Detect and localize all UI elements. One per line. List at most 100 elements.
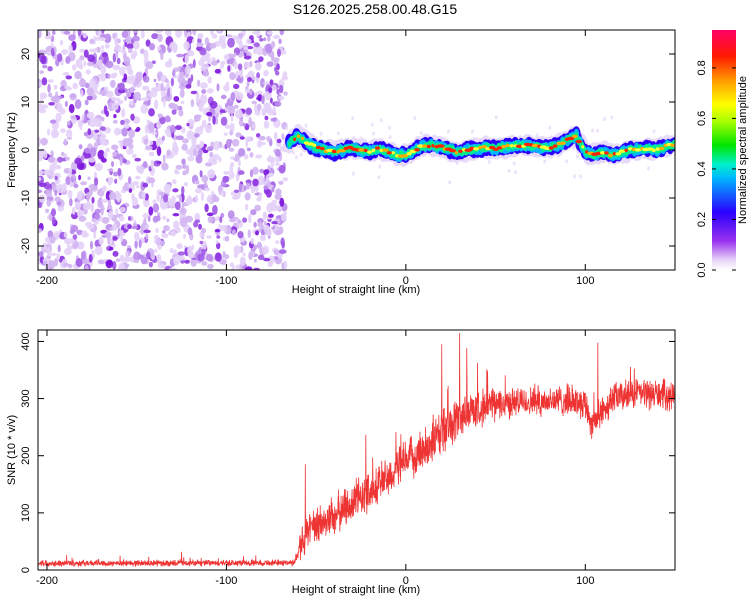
spectrogram-noise-blob	[117, 168, 122, 177]
spectrogram-noise-blob	[231, 264, 235, 270]
spectrogram-track-hotspot	[293, 137, 297, 141]
spectrogram-noise-blob	[258, 56, 264, 62]
spectrogram-noise-blob	[232, 138, 240, 147]
spectrogram-noise-blob	[237, 159, 241, 167]
spectrogram-noise-blob	[268, 255, 275, 265]
spectrogram-noise-blob	[267, 172, 274, 177]
spectrogram-noise-blob	[200, 191, 204, 201]
spectrogram-noise-blob	[206, 111, 213, 117]
spectrogram-x-tick-label: -100	[215, 275, 237, 287]
spectrogram-noise-blob	[206, 146, 214, 152]
spectrogram-noise-blob	[151, 87, 158, 98]
spectrogram-noise-blob	[73, 183, 79, 189]
spectrogram-noise-blob	[116, 97, 121, 103]
spectrogram-noise-blob	[55, 112, 62, 123]
spectrogram-noise-blob	[80, 154, 85, 162]
spectrogram-track-hotspot	[296, 134, 301, 138]
spectrogram-noise-blob	[260, 234, 266, 242]
spectrogram-noise-blob	[133, 30, 139, 33]
spectrogram-noise-blob	[151, 33, 159, 40]
spectrogram-noise-blob	[257, 136, 266, 140]
snr-y-tick-label: 400	[20, 332, 32, 350]
spectrogram-track-hotspot	[371, 148, 376, 152]
spectrogram-noise-blob	[246, 80, 250, 87]
spectrogram-noise-blob	[255, 62, 261, 70]
spectrogram-noise-blob	[207, 57, 211, 66]
spectrogram-noise-blob	[93, 48, 98, 52]
spectrogram-noise-blob	[144, 145, 153, 151]
spectrogram-noise-blob	[225, 235, 230, 242]
spectrogram-noise-blob	[271, 199, 278, 204]
spectrogram-noise-blob	[161, 135, 165, 142]
spectrogram-noise-blob	[197, 33, 204, 40]
spectrogram-noise-blob	[181, 203, 185, 213]
spectrogram-noise-blob	[178, 85, 184, 89]
spectrogram-noise-blob	[206, 88, 214, 94]
spectrogram-noise-blob	[265, 189, 272, 198]
spectrogram-noise-blob	[248, 251, 253, 260]
spectrogram-track-hotspot	[628, 147, 633, 151]
spectrogram-noise-blob	[194, 114, 202, 119]
spectrogram-track-hotspot	[634, 148, 642, 152]
spectrogram-noise-blob	[283, 91, 288, 96]
spectrogram-noise-blob	[210, 30, 214, 36]
spectrogram-noise-blob	[49, 252, 57, 257]
spectrogram-noise-blob	[232, 35, 237, 40]
spectrogram-noise-blob	[99, 89, 107, 96]
spectrogram-noise-blob	[112, 119, 118, 124]
spectrogram-noise-blob	[60, 151, 65, 157]
spectrogram-noise-blob	[86, 95, 93, 101]
spectrogram-noise-blob	[238, 32, 244, 39]
spectrogram-noise-blob	[263, 37, 267, 41]
colorbar-tick-label: 0.2	[696, 212, 708, 227]
spectrogram-faint-blob	[413, 116, 417, 121]
spectrogram-noise-blob	[66, 120, 71, 126]
spectrogram-noise-blob	[40, 54, 47, 65]
spectrogram-noise-blob	[156, 254, 162, 264]
spectrogram-noise-blob	[264, 115, 269, 121]
colorbar-gradient	[712, 30, 736, 270]
spectrogram-noise-blob	[275, 156, 280, 164]
spectrogram-noise-blob	[86, 192, 91, 202]
spectrogram-noise-blob	[100, 65, 107, 74]
spectrogram-noise-blob	[163, 193, 169, 203]
spectrogram-noise-blob	[119, 82, 125, 91]
spectrogram-noise-blob	[257, 175, 265, 186]
spectrogram-faint-blob	[319, 131, 323, 136]
spectrogram-faint-blob	[596, 128, 600, 133]
spectrogram-noise-blob	[235, 92, 244, 101]
spectrogram-noise-blob	[87, 61, 95, 67]
spectrogram-x-axis-label: Height of straight line (km)	[292, 284, 420, 296]
spectrogram-noise-blob	[48, 92, 53, 98]
spectrogram-noise-blob	[171, 179, 177, 185]
spectrogram-noise-blob	[173, 146, 178, 156]
spectrogram-y-tick-label: -20	[20, 238, 32, 254]
spectrogram-track-hotspot	[509, 144, 514, 148]
spectrogram-noise-blob	[54, 189, 58, 196]
spectrogram-noise-blob	[38, 182, 47, 188]
spectrogram-noise-blob	[166, 218, 170, 223]
spectrogram-noise-blob	[199, 124, 204, 130]
spectrogram-noise-blob	[42, 64, 48, 69]
snr-y-tick-label: 300	[20, 389, 32, 407]
spectrogram-noise-blob	[212, 193, 217, 202]
spectrogram-noise-blob	[156, 146, 162, 157]
spectrogram-noise-blob	[101, 116, 105, 122]
spectrogram-noise-blob	[230, 114, 234, 122]
spectrogram-noise-blob	[252, 178, 259, 187]
spectrogram-noise-blob	[201, 261, 208, 266]
spectrogram-noise-blob	[82, 32, 88, 39]
spectrogram-noise-blob	[172, 69, 176, 77]
spectrogram-noise-blob	[249, 169, 254, 178]
spectrogram-noise-blob	[97, 149, 105, 160]
spectrogram-noise-blob	[263, 120, 270, 129]
spectrogram-track-hotspot	[506, 143, 510, 148]
spectrogram-noise-blob	[127, 245, 132, 249]
spectrogram-noise-blob	[81, 251, 86, 261]
spectrogram-noise-blob	[148, 43, 156, 51]
spectrogram-noise-blob	[199, 170, 203, 178]
spectrogram-noise-blob	[76, 241, 85, 250]
spectrogram-noise-blob	[184, 65, 191, 75]
spectrogram-noise-blob	[40, 244, 48, 253]
spectrogram-noise-blob	[156, 160, 162, 165]
